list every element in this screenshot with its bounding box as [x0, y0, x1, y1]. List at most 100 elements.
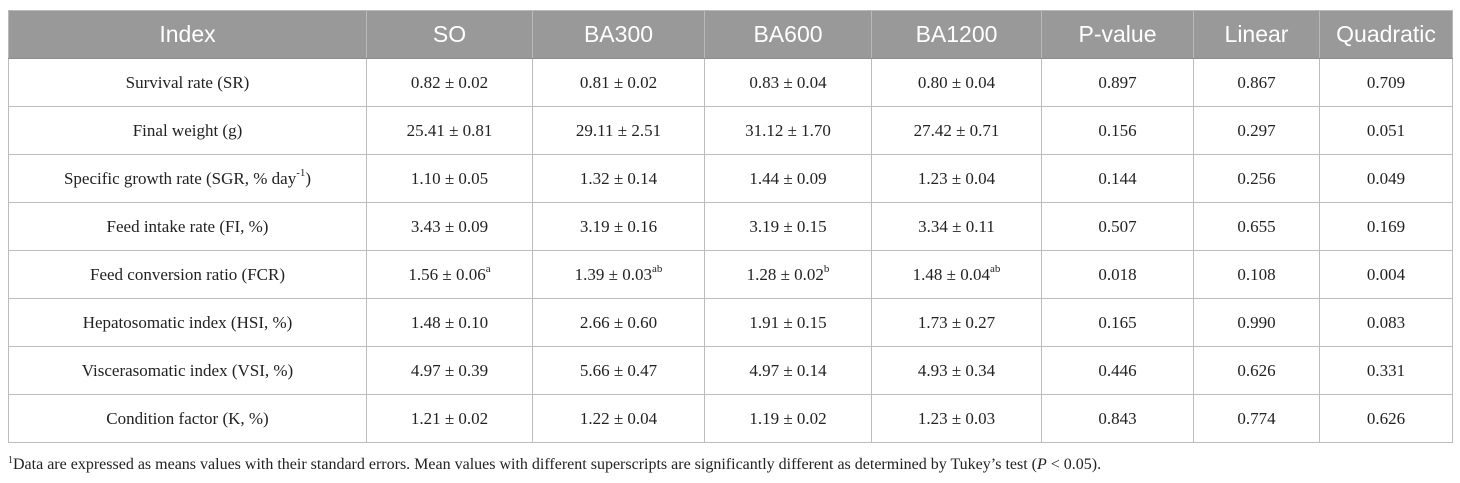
cell-value: 4.97 ± 0.14 [749, 360, 827, 380]
table-header: Index SO BA300 BA600 BA1200 P-value Line… [8, 10, 1453, 59]
cell-value: 3.34 ± 0.11 [918, 216, 995, 236]
table-row: Hepatosomatic index (HSI, %) 1.48 ± 0.10… [8, 298, 1453, 347]
quadratic-cell: 0.169 [1319, 202, 1453, 251]
ba300-cell: 1.39 ± 0.03ab [532, 250, 705, 299]
cell-value: 1.28 ± 0.02 [746, 264, 824, 284]
row-label-cell: Feed conversion ratio (FCR) [8, 250, 367, 299]
ba300-cell: 2.66 ± 0.60 [532, 298, 705, 347]
cell-value: 27.42 ± 0.71 [913, 120, 1000, 140]
footnote-p-symbol: P [1037, 456, 1047, 473]
row-label-text: Specific growth rate (SGR, % day [63, 168, 297, 188]
ba600-cell: 1.91 ± 0.15 [704, 298, 872, 347]
ba300-cell: 3.19 ± 0.16 [532, 202, 705, 251]
data-table-container: Index SO BA300 BA600 BA1200 P-value Line… [8, 10, 1453, 443]
so-cell: 1.21 ± 0.02 [366, 394, 533, 443]
cell-value: 1.48 ± 0.10 [410, 312, 489, 332]
cell-value: 1.56 ± 0.06 [408, 264, 486, 284]
quadratic-cell: 0.051 [1319, 106, 1453, 155]
quadratic-cell: 0.083 [1319, 298, 1453, 347]
linear-cell: 0.867 [1193, 58, 1320, 107]
cell-value: 1.44 ± 0.09 [749, 168, 827, 188]
so-cell: 1.10 ± 0.05 [366, 154, 533, 203]
ba600-cell: 31.12 ± 1.70 [704, 106, 872, 155]
growth-performance-table: Index SO BA300 BA600 BA1200 P-value Line… [8, 10, 1453, 443]
table-row: Feed intake rate (FI, %) 3.43 ± 0.09 3.1… [8, 202, 1453, 251]
cell-value: 1.23 ± 0.04 [917, 168, 996, 188]
ba600-cell: 1.44 ± 0.09 [704, 154, 872, 203]
linear-cell: 0.774 [1193, 394, 1320, 443]
significance-superscript: ab [989, 262, 1001, 275]
ba1200-cell: 4.93 ± 0.34 [871, 346, 1042, 395]
column-header-ba600: BA600 [704, 10, 872, 59]
cell-value: 25.41 ± 0.81 [406, 120, 493, 140]
cell-value: 4.97 ± 0.39 [410, 360, 489, 380]
cell-value: 29.11 ± 2.51 [575, 120, 662, 140]
cell-value: 0.83 ± 0.04 [749, 72, 827, 92]
cell-value: 4.93 ± 0.34 [917, 360, 996, 380]
footnote-text-end: < 0.05). [1046, 456, 1102, 473]
ba300-cell: 5.66 ± 0.47 [532, 346, 705, 395]
row-label-cell: Specific growth rate (SGR, % day-1) [8, 154, 367, 203]
row-label-cell: Final weight (g) [8, 106, 367, 155]
linear-cell: 0.655 [1193, 202, 1320, 251]
ba1200-cell: 27.42 ± 0.71 [871, 106, 1042, 155]
p-value-cell: 0.165 [1041, 298, 1194, 347]
footnote-marker: 1 [8, 455, 13, 466]
cell-value: 1.19 ± 0.02 [749, 408, 827, 428]
cell-value: 3.19 ± 0.15 [749, 216, 827, 236]
column-header-ba1200: BA1200 [871, 10, 1042, 59]
linear-cell: 0.626 [1193, 346, 1320, 395]
cell-value: 0.81 ± 0.02 [579, 72, 658, 92]
cell-value: 1.10 ± 0.05 [410, 168, 489, 188]
so-cell: 3.43 ± 0.09 [366, 202, 533, 251]
column-header-quadratic: Quadratic [1319, 10, 1453, 59]
ba1200-cell: 0.80 ± 0.04 [871, 58, 1042, 107]
ba600-cell: 1.28 ± 0.02b [704, 250, 872, 299]
so-cell: 25.41 ± 0.81 [366, 106, 533, 155]
ba300-cell: 0.81 ± 0.02 [532, 58, 705, 107]
table-row: Condition factor (K, %) 1.21 ± 0.02 1.22… [8, 394, 1453, 443]
row-label-superscript: -1 [296, 166, 306, 179]
column-header-ba300: BA300 [532, 10, 705, 59]
footnote-text: Data are expressed as means values with … [13, 456, 1037, 473]
significance-superscript: a [485, 262, 491, 275]
row-label-cell: Feed intake rate (FI, %) [8, 202, 367, 251]
quadratic-cell: 0.331 [1319, 346, 1453, 395]
ba600-cell: 3.19 ± 0.15 [704, 202, 872, 251]
cell-value: 1.23 ± 0.03 [917, 408, 996, 428]
table-footnote: 1Data are expressed as means values with… [8, 455, 1452, 474]
so-cell: 4.97 ± 0.39 [366, 346, 533, 395]
cell-value: 1.48 ± 0.04 [912, 264, 990, 284]
p-value-cell: 0.897 [1041, 58, 1194, 107]
table-row: Specific growth rate (SGR, % day-1) 1.10… [8, 154, 1453, 203]
p-value-cell: 0.156 [1041, 106, 1194, 155]
cell-value: 31.12 ± 1.70 [745, 120, 831, 140]
linear-cell: 0.297 [1193, 106, 1320, 155]
table-row: Viscerasomatic index (VSI, %) 4.97 ± 0.3… [8, 346, 1453, 395]
ba1200-cell: 1.23 ± 0.04 [871, 154, 1042, 203]
row-label-cell: Condition factor (K, %) [8, 394, 367, 443]
ba300-cell: 29.11 ± 2.51 [532, 106, 705, 155]
row-label-text-end: ) [305, 168, 312, 188]
cell-value: 2.66 ± 0.60 [579, 312, 658, 332]
header-row: Index SO BA300 BA600 BA1200 P-value Line… [8, 10, 1453, 59]
cell-value: 0.82 ± 0.02 [410, 72, 489, 92]
cell-value: 1.39 ± 0.03 [574, 264, 652, 284]
p-value-cell: 0.144 [1041, 154, 1194, 203]
linear-cell: 0.108 [1193, 250, 1320, 299]
cell-value: 1.22 ± 0.04 [579, 408, 658, 428]
cell-value: 1.73 ± 0.27 [917, 312, 996, 332]
row-label-cell: Viscerasomatic index (VSI, %) [8, 346, 367, 395]
row-label-cell: Hepatosomatic index (HSI, %) [8, 298, 367, 347]
p-value-cell: 0.507 [1041, 202, 1194, 251]
table-row: Feed conversion ratio (FCR) 1.56 ± 0.06a… [8, 250, 1453, 299]
so-cell: 0.82 ± 0.02 [366, 58, 533, 107]
cell-value: 1.91 ± 0.15 [749, 312, 827, 332]
row-label-cell: Survival rate (SR) [8, 58, 367, 107]
ba600-cell: 1.19 ± 0.02 [704, 394, 872, 443]
significance-superscript: b [823, 262, 830, 275]
so-cell: 1.48 ± 0.10 [366, 298, 533, 347]
ba1200-cell: 1.48 ± 0.04ab [871, 250, 1042, 299]
p-value-cell: 0.446 [1041, 346, 1194, 395]
table-row: Survival rate (SR) 0.82 ± 0.02 0.81 ± 0.… [8, 58, 1453, 107]
